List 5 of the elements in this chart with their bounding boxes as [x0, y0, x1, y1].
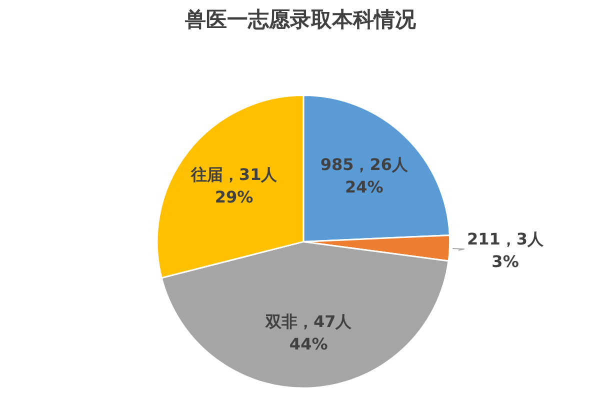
slice-label: 往届，31人 29%	[190, 164, 278, 207]
slice-label: 双非，47人 44%	[264, 312, 353, 354]
chart-title: 兽医一志愿录取本科情况	[184, 8, 417, 32]
slice-label: 211，3人 3%	[467, 229, 545, 272]
slice-label: 985，26人 24%	[320, 154, 409, 197]
